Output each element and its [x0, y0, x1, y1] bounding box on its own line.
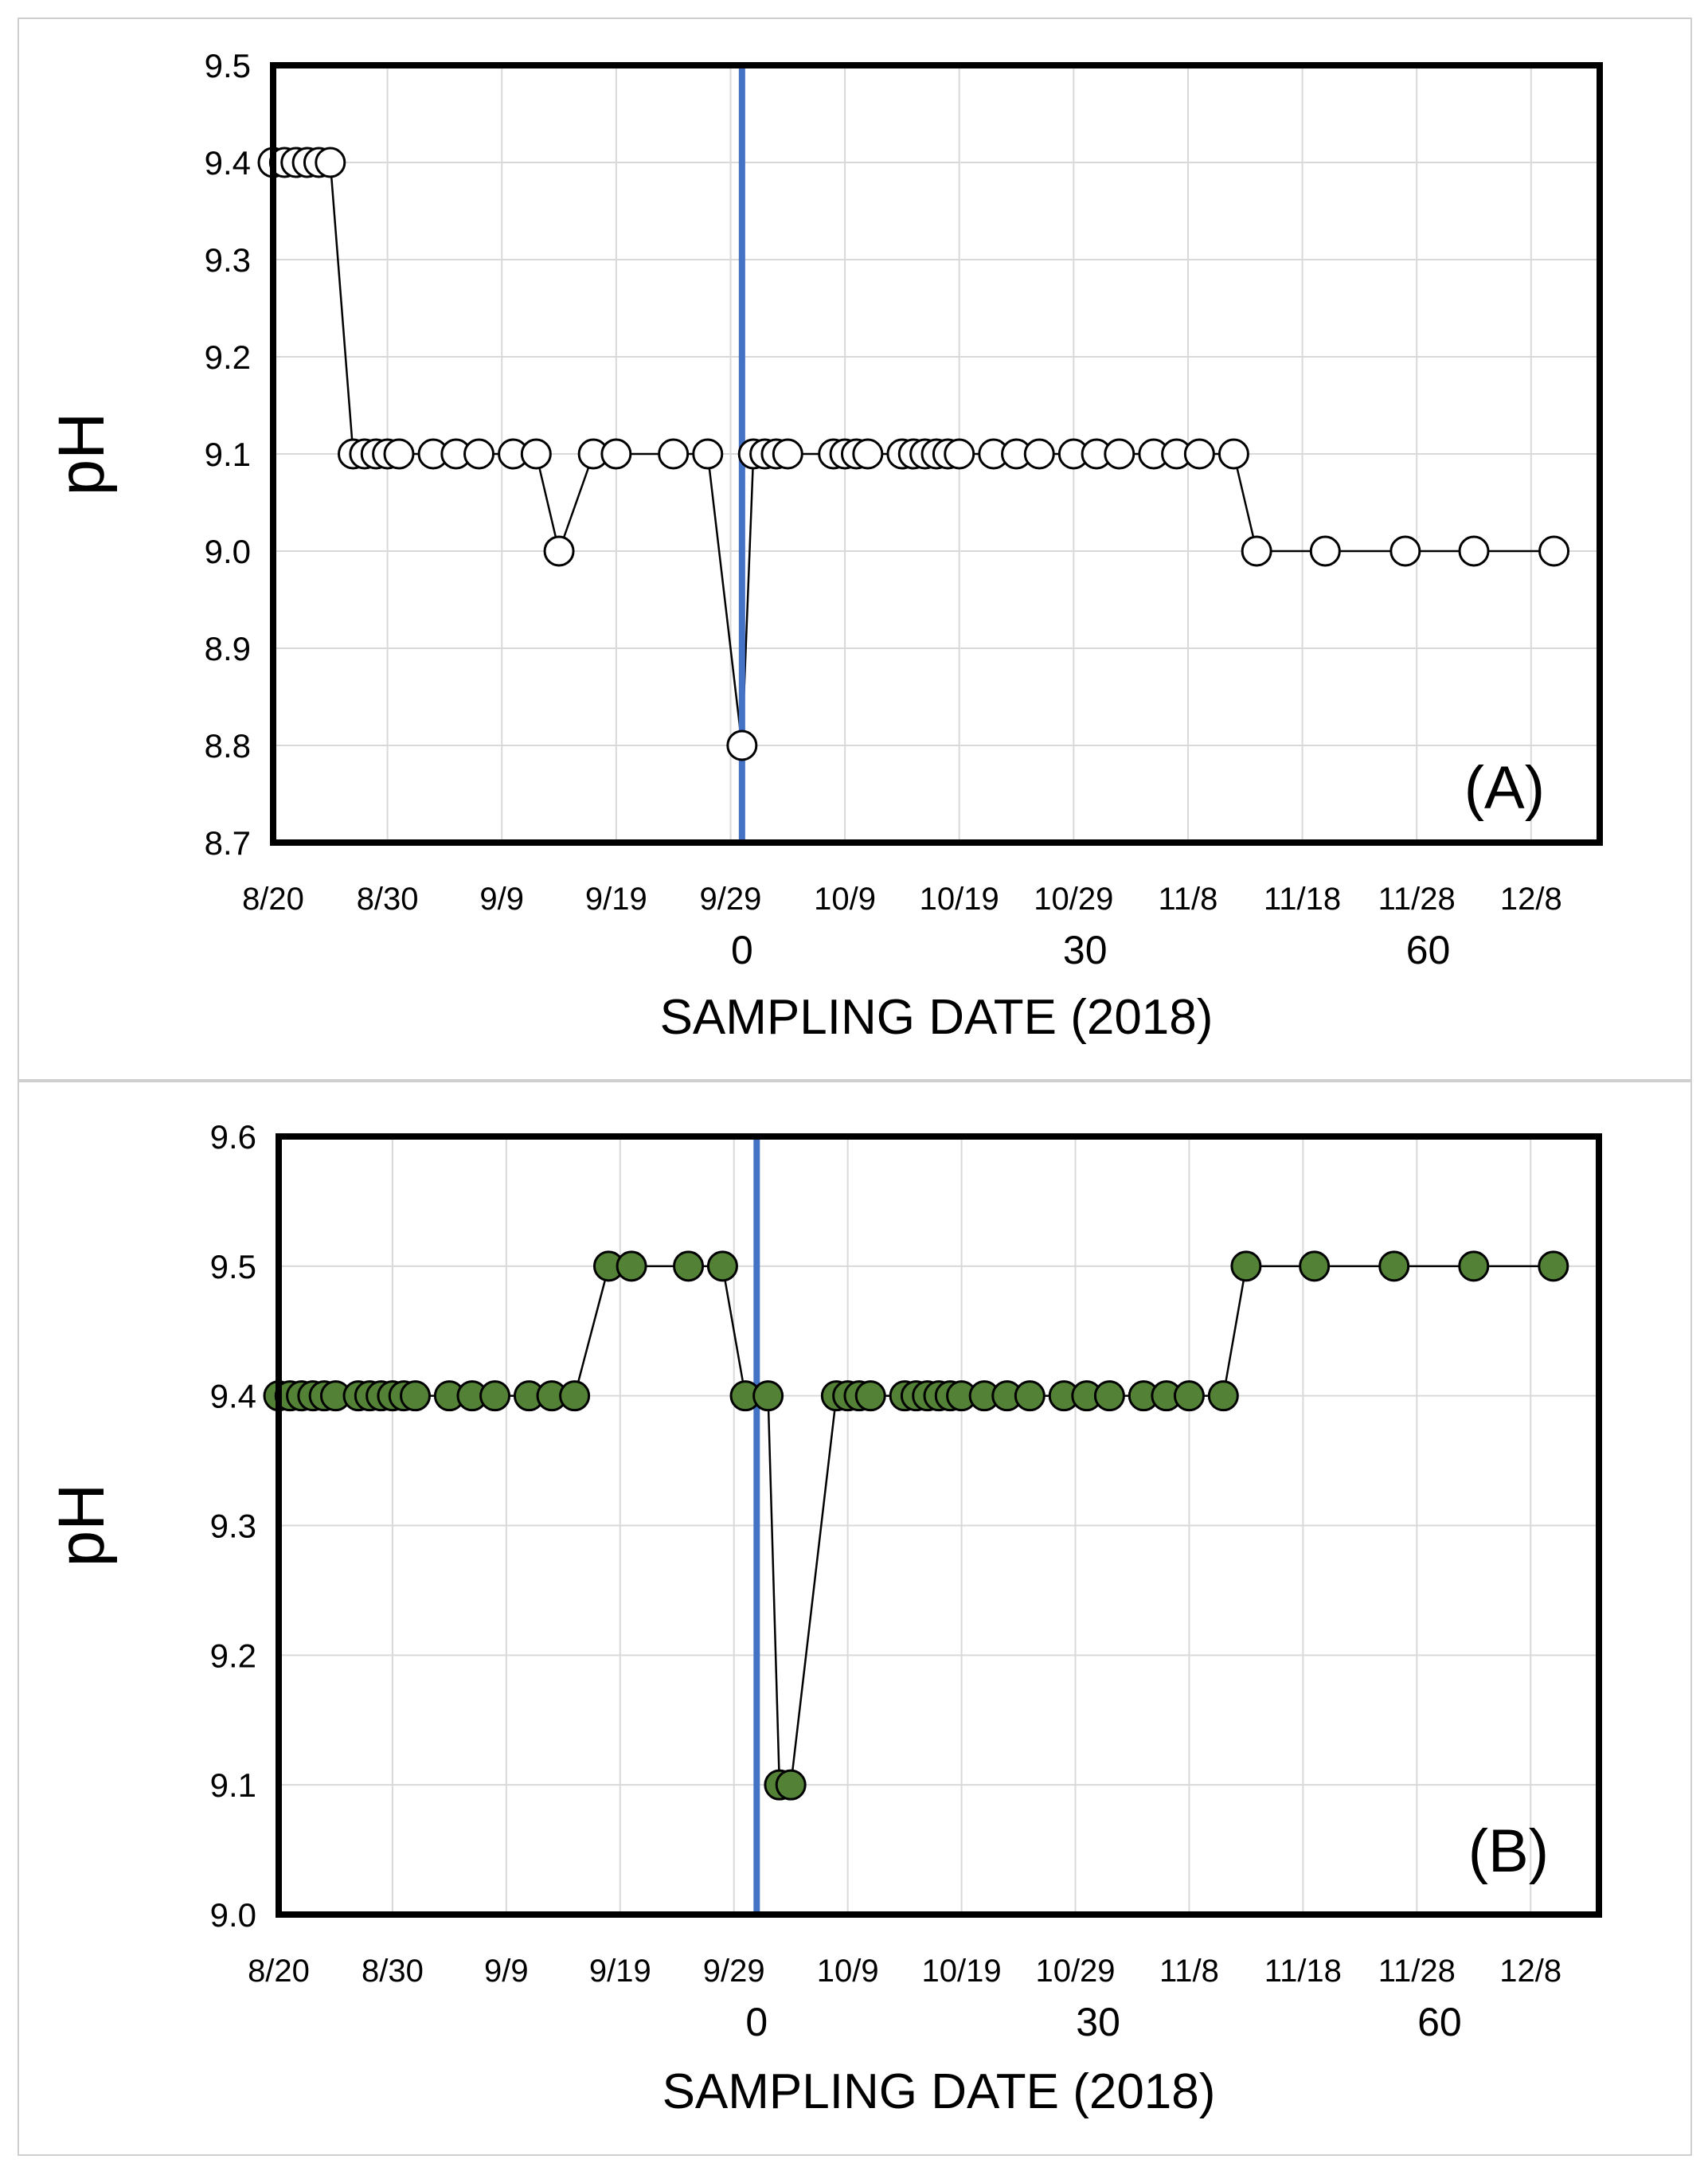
x-date-tick-label: 8/30	[357, 882, 419, 917]
data-point	[1299, 1250, 1331, 1282]
y-axis-title: pH	[45, 413, 118, 496]
data-point	[852, 438, 884, 470]
y-axis-title: pH	[45, 1484, 118, 1567]
data-point	[772, 438, 803, 470]
x-date-tick-label: 11/8	[1159, 882, 1218, 917]
data-point	[1230, 1250, 1262, 1282]
data-point	[944, 438, 975, 470]
data-point	[706, 1250, 738, 1282]
x-date-tick-label: 10/9	[817, 1954, 879, 1989]
x-day-tick-label: 60	[1406, 928, 1451, 972]
x-day-tick-label: 0	[731, 928, 753, 972]
data-point	[479, 1380, 511, 1412]
y-tick-label: 9.1	[210, 1766, 256, 1804]
data-point	[1217, 438, 1249, 470]
data-point	[673, 1250, 705, 1282]
x-date-tick-label: 10/29	[1034, 882, 1113, 917]
x-date-tick-label: 9/19	[589, 1954, 651, 1989]
y-tick-label: 9.1	[205, 436, 251, 473]
x-day-tick-label: 0	[745, 2000, 768, 2044]
x-date-tick-label: 8/30	[362, 1954, 424, 1989]
data-point	[383, 438, 415, 470]
y-tick-label: 9.5	[205, 47, 251, 84]
data-point	[1093, 1380, 1125, 1412]
data-point	[1458, 1250, 1490, 1282]
data-point	[1104, 438, 1135, 470]
data-point	[1389, 535, 1421, 567]
data-point	[752, 1380, 784, 1412]
x-date-tick-label: 11/8	[1159, 1954, 1219, 1989]
x-date-tick-label: 10/19	[920, 882, 999, 917]
x-date-tick-label: 8/20	[248, 1954, 310, 1989]
y-tick-label: 9.4	[205, 144, 251, 182]
data-point	[658, 438, 690, 470]
data-point	[1207, 1380, 1239, 1412]
x-date-tick-label: 9/9	[479, 882, 524, 917]
y-tick-label: 9.3	[205, 241, 251, 279]
data-point	[1173, 1380, 1205, 1412]
data-point	[1183, 438, 1215, 470]
data-point	[1538, 1250, 1569, 1282]
data-point	[463, 438, 495, 470]
x-date-tick-label: 11/18	[1264, 882, 1341, 917]
x-date-tick-label: 10/29	[1035, 1954, 1115, 1989]
x-day-tick-label: 30	[1063, 928, 1108, 972]
panel-label: (A)	[1464, 754, 1545, 822]
x-date-tick-label: 11/18	[1264, 1954, 1342, 1989]
data-point	[520, 438, 552, 470]
x-day-tick-label: 30	[1076, 2000, 1120, 2044]
data-point	[400, 1380, 432, 1412]
y-tick-label: 9.2	[210, 1637, 256, 1674]
x-date-tick-label: 9/29	[700, 882, 762, 917]
x-date-tick-label: 10/19	[922, 1954, 1002, 1989]
data-point	[1538, 535, 1570, 567]
data-point	[315, 147, 346, 178]
data-point	[726, 730, 758, 761]
data-point	[543, 535, 575, 567]
data-point	[1014, 1380, 1046, 1412]
x-date-tick-label: 12/8	[1500, 882, 1562, 917]
y-tick-label: 8.7	[205, 824, 251, 862]
y-tick-label: 9.3	[210, 1508, 256, 1545]
y-tick-label: 8.9	[205, 630, 251, 667]
chart-panel-b: 9.0 9.1 9.2 9.3 9.4 9.5 9.6 8/20 8/30 9/9 9/19 9/29…	[45, 1118, 1602, 2119]
plot-border	[270, 62, 1603, 846]
y-tick-label: 9.0	[210, 1896, 256, 1934]
y-tick-label: 9.6	[210, 1118, 256, 1156]
x-axis-title: SAMPLING DATE (2018)	[662, 2064, 1216, 2119]
x-date-tick-label: 9/19	[585, 882, 647, 917]
data-point	[616, 1250, 647, 1282]
data-point	[600, 438, 632, 470]
y-tick-label: 8.8	[205, 727, 251, 765]
y-tick-label: 9.5	[210, 1248, 256, 1285]
x-date-tick-label: 11/28	[1378, 882, 1456, 917]
data-point	[854, 1380, 886, 1412]
panel-a-frame	[18, 18, 1692, 1081]
chart-panel-a: 8.7 8.8 8.9 9.0 9.1 9.2 9.3 9.4 9.5 8/20 8/30 9/9 9/…	[45, 47, 1603, 1045]
x-day-tick-label: 60	[1417, 2000, 1462, 2044]
x-axis-title: SAMPLING DATE (2018)	[660, 990, 1214, 1045]
data-point	[775, 1769, 807, 1801]
x-date-tick-label: 11/28	[1378, 1954, 1456, 1989]
x-date-tick-label: 9/29	[703, 1954, 765, 1989]
data-point	[1309, 535, 1341, 567]
x-date-tick-label: 8/20	[242, 882, 304, 917]
y-tick-label: 9.2	[205, 338, 251, 376]
data-point	[1458, 535, 1490, 567]
plot-border	[276, 1133, 1602, 1918]
y-tick-label: 9.0	[205, 533, 251, 570]
panel-label: (B)	[1468, 1817, 1549, 1885]
panel-b-frame	[18, 1081, 1692, 2156]
x-date-tick-label: 9/9	[484, 1954, 529, 1989]
x-date-tick-label: 12/8	[1499, 1954, 1561, 1989]
data-point	[1241, 535, 1272, 567]
x-date-tick-label: 10/9	[814, 882, 876, 917]
data-point	[1023, 438, 1055, 470]
data-point	[1378, 1250, 1410, 1282]
y-tick-label: 9.4	[210, 1378, 256, 1415]
data-point	[559, 1380, 591, 1412]
data-point	[692, 438, 724, 470]
